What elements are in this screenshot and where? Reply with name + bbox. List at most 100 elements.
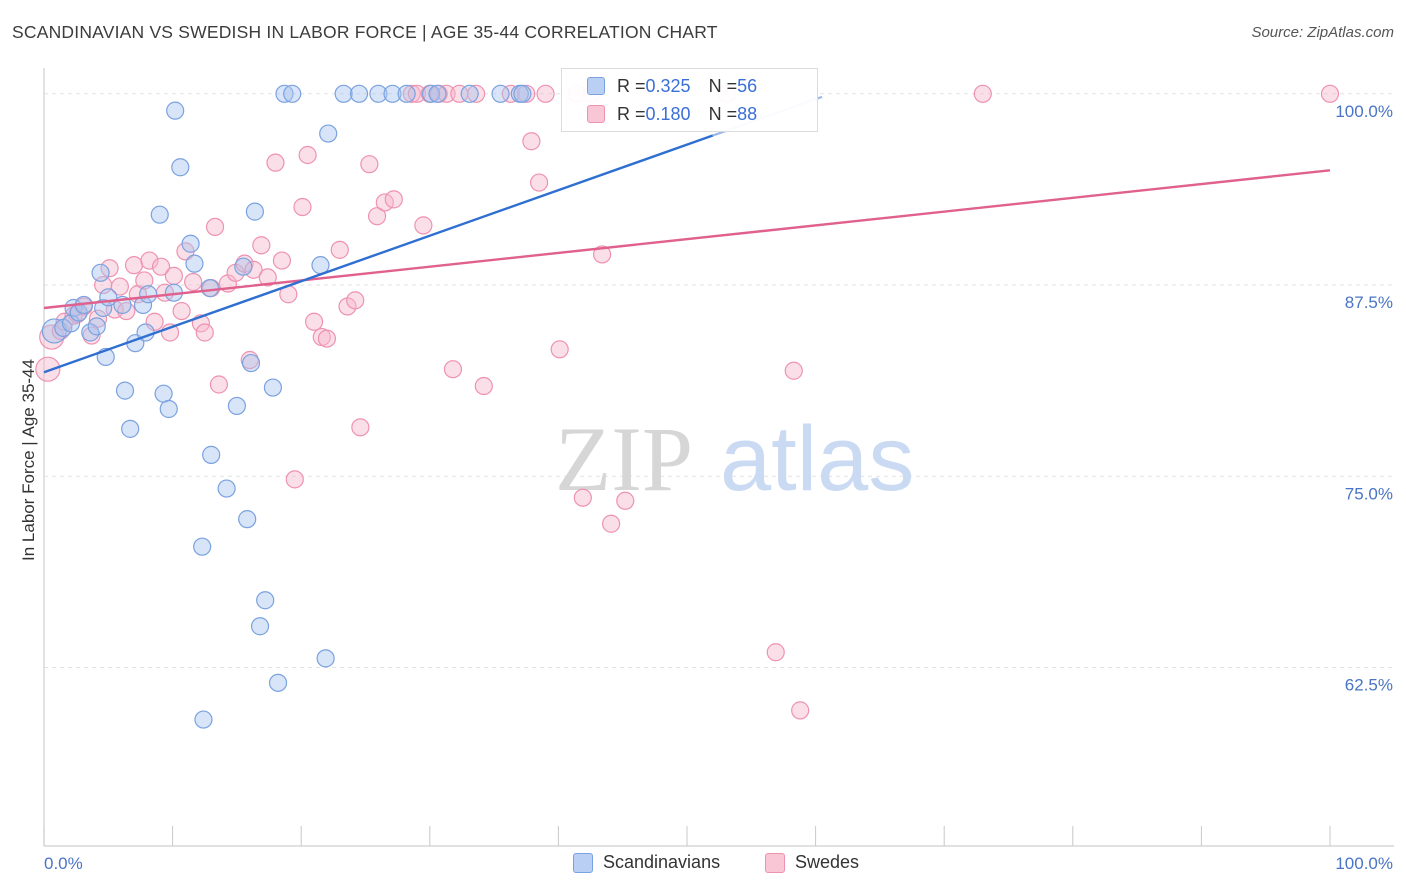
swedes-point [443,360,463,379]
legend-swatch-pink [587,105,605,123]
swedes-point [791,701,810,720]
swedes-point [88,309,108,328]
scandinavians-point [263,378,283,397]
scandinavians-point [491,84,510,103]
swedes-point [766,643,785,662]
swedes-point [240,350,259,370]
legend-swatch-blue [587,77,605,95]
legend-r-value: 0.325 [645,75,691,96]
watermark: ZIP atlas [555,408,914,510]
scandinavians-point [185,254,204,273]
x-tick-label: 0.0% [44,854,83,873]
swedes-point [536,84,555,103]
scandinavians-point [121,419,140,438]
swedes-point [474,376,493,396]
legend-item-scandinavians: Scandinavians [573,852,720,873]
scandinavians-point [513,84,532,103]
swedes-point [346,291,365,310]
swedes-point [82,326,101,345]
swedes-point [1320,84,1340,103]
scandinavians-point [241,353,261,373]
swedes-point [414,216,433,235]
legend-n-value: 56 [737,75,758,96]
swedes-point [973,84,992,103]
legend-n-value: 88 [737,103,758,124]
legend-label: Swedes [795,852,860,872]
swedes-point [110,277,129,296]
scandinavians-point [334,84,353,103]
scandinavians-point [349,84,369,103]
swedes-point [209,375,228,394]
swedes-point [616,491,635,510]
swedes-point [164,266,183,285]
legend-row-swedes: R = 0.180 N = 88 [587,102,757,126]
gridlines [44,93,1394,669]
swedes-point [266,153,285,172]
swedes-point [304,312,324,331]
legend-r-label: R = [617,75,646,96]
legend-swatch-pink [765,852,785,873]
watermark-atlas: atlas [720,408,914,510]
scandinavians-point [87,317,106,336]
trend-lines [43,95,1331,374]
swedes-point [784,361,803,380]
swedes-point [602,514,621,533]
swedes-point [351,418,370,437]
scandinavians-point [397,84,416,103]
swedes-point [272,251,292,270]
scandinavians-point [91,263,110,282]
axes [43,68,1394,847]
swedes-point [317,329,337,348]
swedes-point [367,207,387,226]
swedes-point [402,84,421,103]
watermark-zip: ZIP [555,408,693,510]
tick-labels: 62.5% 75.0% 87.5% 100.0% 0.0% 100.0% [44,102,1393,873]
scandinavians-point [193,537,212,556]
scandinavians-point [194,710,213,729]
x-tick-label: 100.0% [1335,854,1393,873]
scandinavians-point [217,479,236,498]
swedes-point [258,268,277,287]
scandinavians-point [283,84,302,103]
swedes-point [135,271,154,290]
scandinavians-point [200,279,219,298]
scandinavians-trend-line [43,134,714,374]
swedes-point [293,197,312,217]
swedes-point [172,301,191,321]
chart-title: SCANDINAVIAN VS SWEDISH IN LABOR FORCE |… [12,22,718,42]
swedes-point [298,145,317,165]
scandinavians-point [268,673,288,692]
scandinavians-point [275,84,294,103]
swedes-point [517,84,536,103]
scandinavians-point [115,381,135,400]
legend-r-value: 0.180 [645,103,691,124]
swedes-point [530,173,549,192]
swedes-point [140,251,159,270]
legend-label: Scandinavians [603,852,721,872]
y-tick-label: 62.5% [1345,676,1393,695]
scandinavians-point [159,399,178,419]
swedes-point [151,257,171,276]
swedes-point [235,254,254,273]
swedes-point [184,272,203,292]
y-tick-label: 100.0% [1335,102,1393,121]
scandinavians-point [94,298,113,318]
legend-row-scandinavians: R = 0.325 N = 56 [587,74,757,98]
legend-r-label: R = [617,103,646,124]
scandinavians-point [238,510,257,529]
swedes-point [252,236,271,255]
swedes-point [285,470,304,489]
swedes-point [573,488,592,507]
scandinavians-point [319,124,338,143]
scandinavians-point [316,649,335,668]
swedes-point [360,155,379,174]
swedes-point [593,245,612,264]
swedes-point [407,84,427,103]
swedes-point [100,259,119,278]
y-tick-label: 75.0% [1345,484,1393,503]
swedes-point [466,84,486,103]
y-tick-label: 87.5% [1345,293,1393,312]
swedes-point [35,356,61,382]
scandinavians-points [41,84,532,729]
